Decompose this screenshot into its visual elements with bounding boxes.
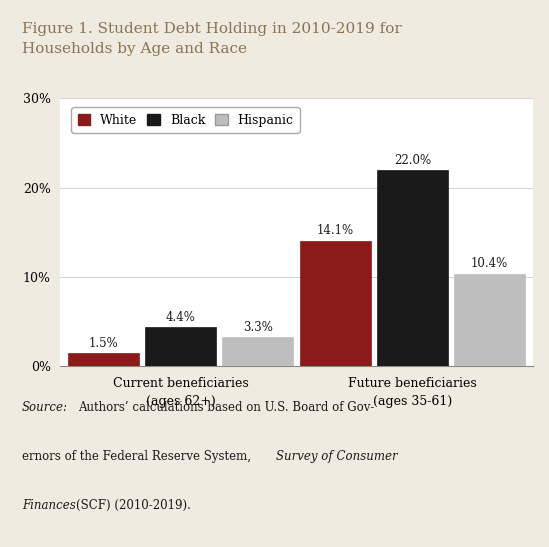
Text: (SCF) (2010-2019).: (SCF) (2010-2019). <box>76 499 191 511</box>
Text: 14.1%: 14.1% <box>317 224 354 237</box>
Text: Survey of Consumer: Survey of Consumer <box>276 450 397 463</box>
Text: Source:: Source: <box>22 400 68 414</box>
Legend: White, Black, Hispanic: White, Black, Hispanic <box>71 107 300 133</box>
Bar <box>145 327 216 366</box>
Bar <box>454 274 525 366</box>
Text: 3.3%: 3.3% <box>243 321 273 334</box>
Text: Authors’ calculations based on U.S. Board of Gov-: Authors’ calculations based on U.S. Boar… <box>79 400 375 414</box>
Text: Figure 1. Student Debt Holding in 2010-2019 for
Households by Age and Race: Figure 1. Student Debt Holding in 2010-2… <box>22 22 402 56</box>
Text: 22.0%: 22.0% <box>394 154 431 167</box>
Bar <box>300 241 371 366</box>
Bar <box>68 353 139 366</box>
Text: Finances: Finances <box>22 499 76 511</box>
Text: 10.4%: 10.4% <box>471 258 508 270</box>
Text: ernors of the Federal Reserve System,: ernors of the Federal Reserve System, <box>22 450 255 463</box>
Bar <box>222 337 293 366</box>
Text: 1.5%: 1.5% <box>88 337 118 350</box>
Text: 4.4%: 4.4% <box>166 311 195 324</box>
Bar <box>377 170 448 366</box>
